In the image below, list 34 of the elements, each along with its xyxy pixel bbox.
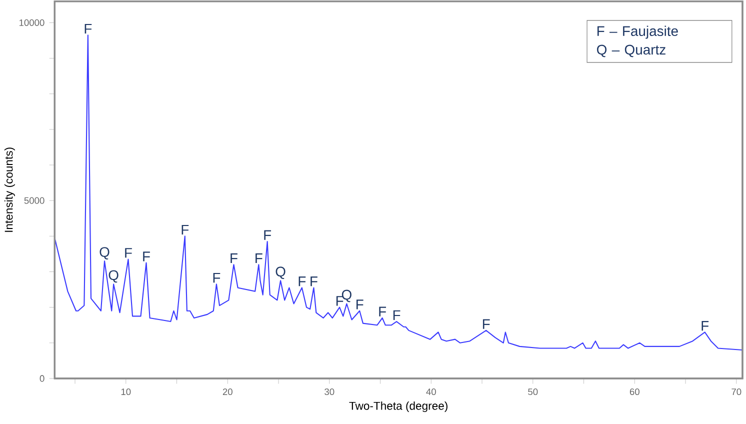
annotation: F – Faujasite bbox=[597, 26, 678, 39]
x-tick-label: 40 bbox=[426, 388, 436, 396]
x-tick-label: 30 bbox=[324, 388, 334, 396]
x-tick-label: 10 bbox=[121, 388, 131, 396]
annotation: F bbox=[143, 252, 150, 262]
annotation: F bbox=[84, 24, 92, 34]
annotation: Q bbox=[276, 266, 286, 280]
annotation: F bbox=[182, 225, 189, 235]
annotation: Q bbox=[108, 270, 118, 283]
annotation: F bbox=[264, 230, 272, 240]
x-tick-label: 50 bbox=[528, 388, 538, 396]
annotation: F bbox=[125, 248, 132, 258]
x-tick-label: 20 bbox=[222, 388, 232, 396]
y-tick-label: 10000 bbox=[19, 20, 44, 26]
annotation: F bbox=[230, 254, 238, 264]
x-axis-title: Two-Theta (degree) bbox=[349, 402, 448, 412]
y-axis-title: Intensity (counts) bbox=[4, 148, 15, 232]
annotation: Q – Quartz bbox=[597, 44, 666, 58]
annotation: F bbox=[298, 276, 306, 286]
annotation: Q bbox=[342, 290, 352, 302]
annotation: F bbox=[702, 321, 709, 331]
x-tick-label: 70 bbox=[732, 388, 742, 396]
annotation: F bbox=[393, 310, 400, 320]
annotation: F bbox=[356, 300, 364, 310]
annotation: F bbox=[379, 306, 386, 317]
annotation: F bbox=[482, 319, 490, 330]
y-tick-label: 5000 bbox=[24, 197, 44, 204]
annotation: Q bbox=[100, 247, 110, 260]
annotation: F bbox=[336, 296, 344, 306]
y-tick-label: 0 bbox=[40, 375, 44, 382]
x-tick-label: 60 bbox=[630, 388, 640, 396]
annotation: F bbox=[256, 254, 262, 264]
annotation: F bbox=[213, 273, 220, 283]
annotation: F bbox=[310, 276, 318, 286]
